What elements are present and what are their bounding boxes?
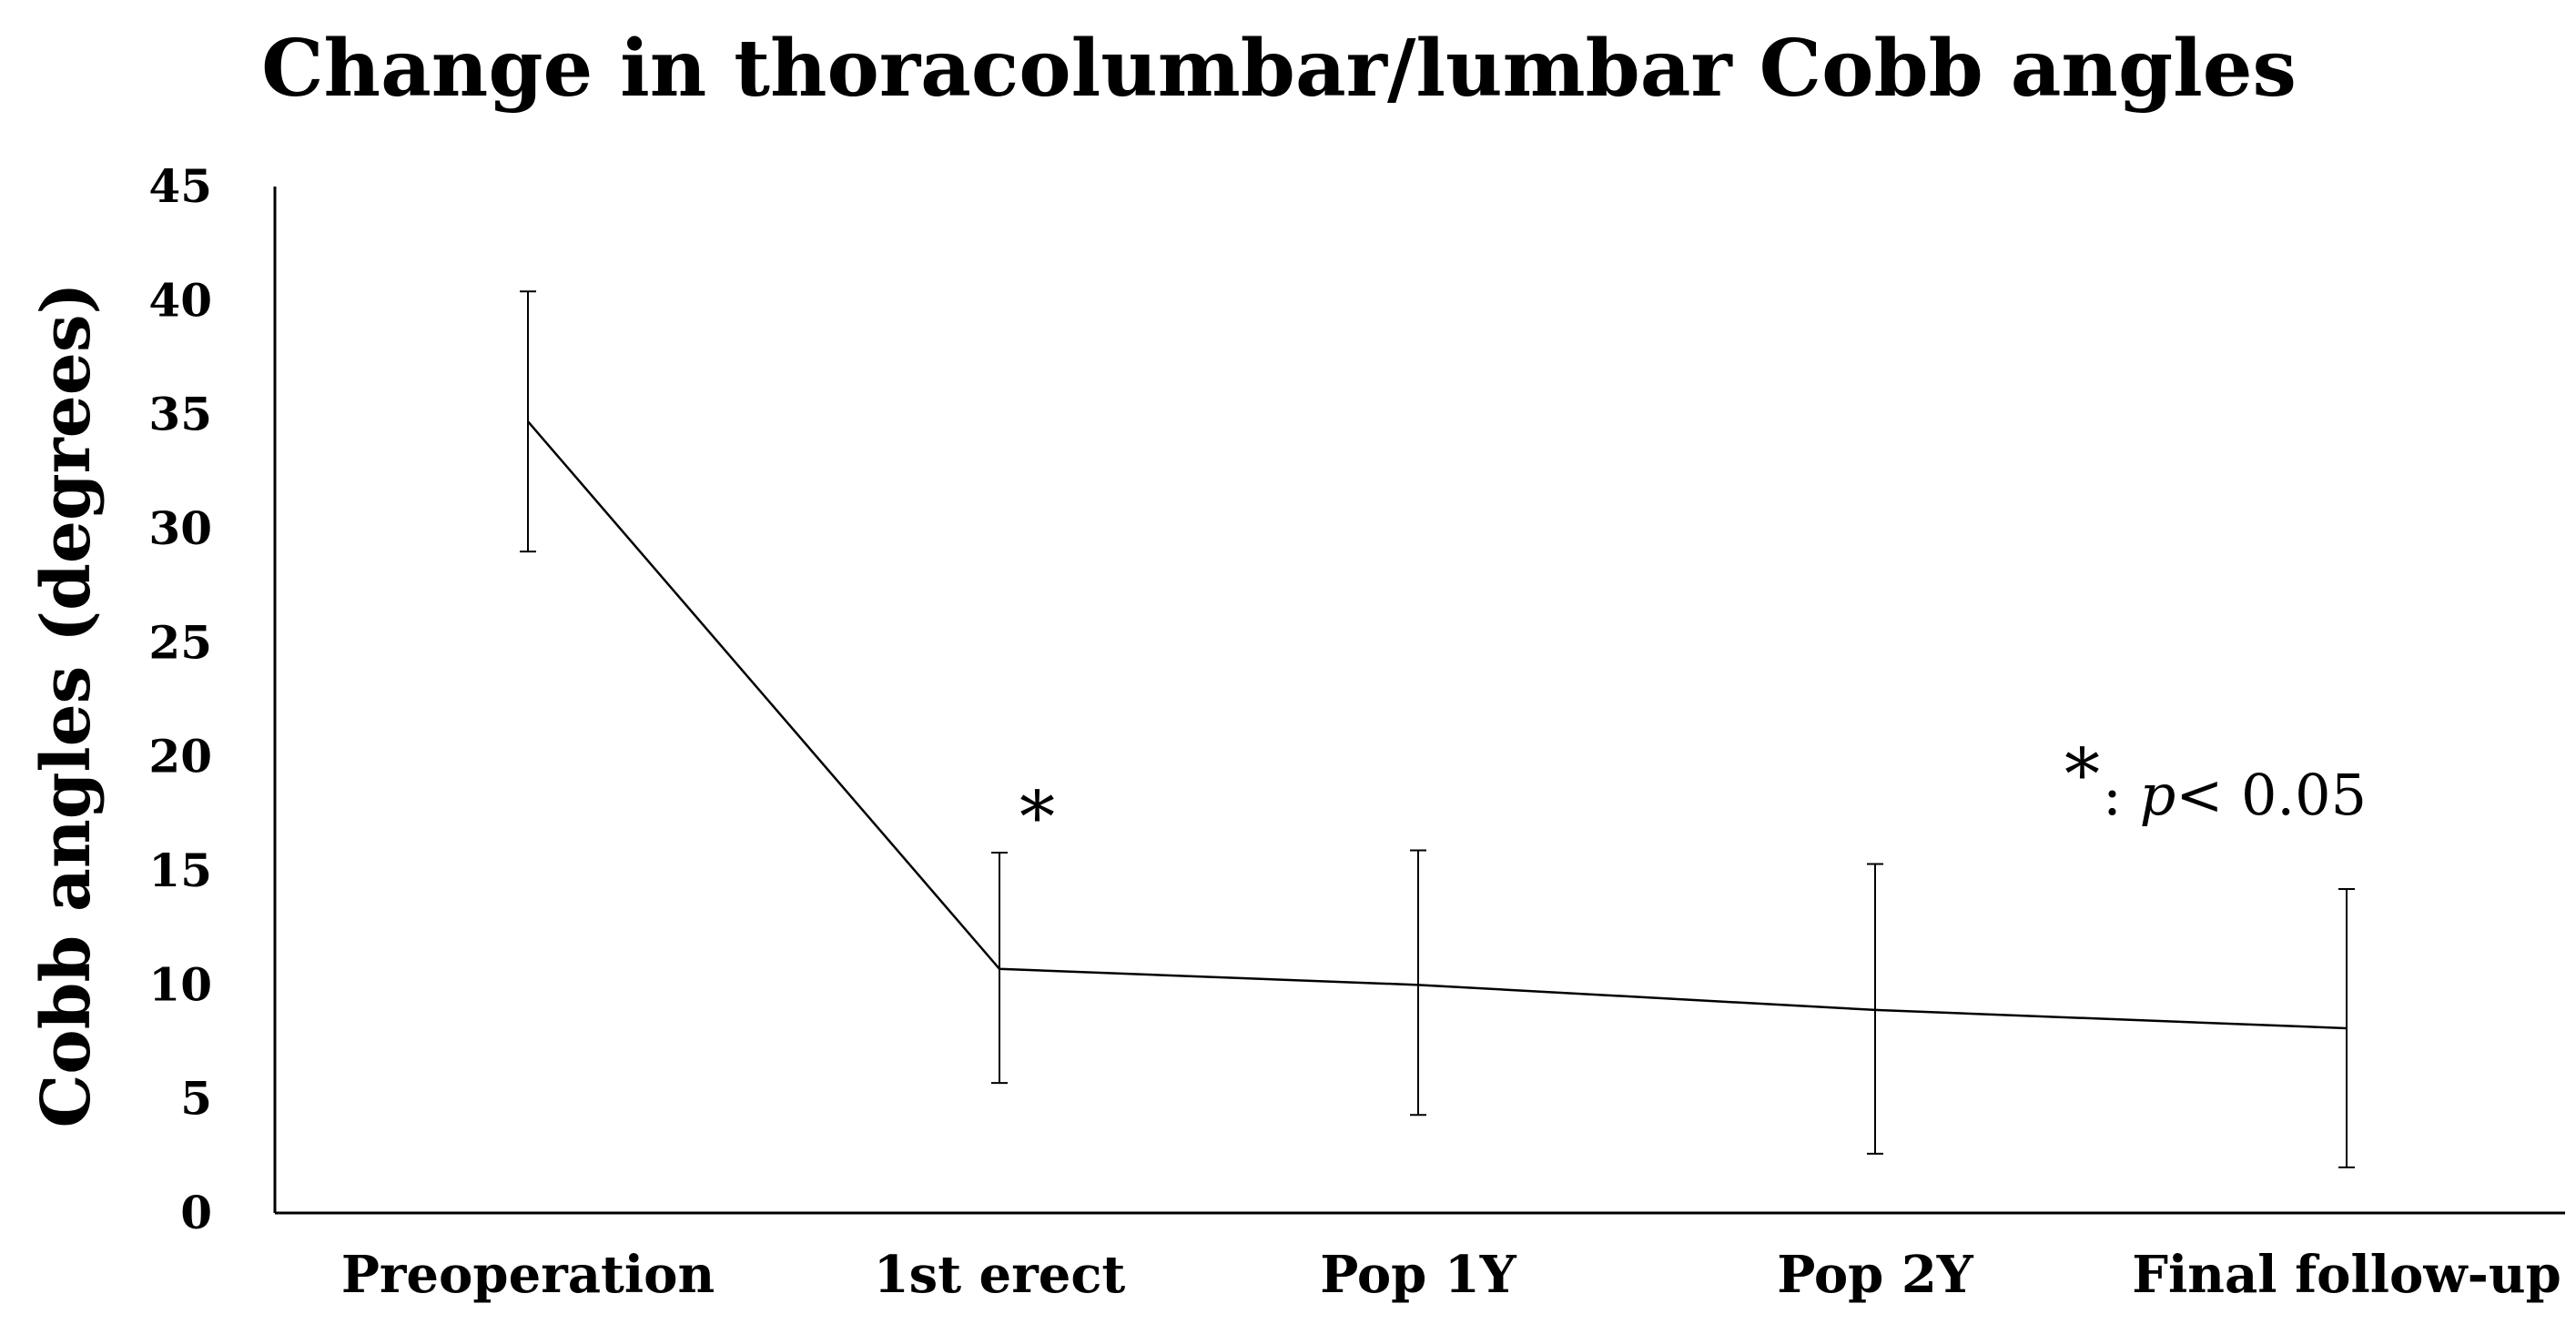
- y-tick-label: 5: [180, 1072, 212, 1126]
- significance-note-p: p: [2140, 762, 2176, 828]
- y-tick-label: 15: [148, 844, 212, 897]
- error-bar: [1410, 849, 1426, 1117]
- significance-note-text: : p< 0.05: [2103, 762, 2367, 828]
- error-bar: [520, 290, 536, 553]
- x-tick-label: Preoperation: [341, 1245, 715, 1305]
- y-axis-label: Cobb angles (degrees): [27, 282, 106, 1127]
- significance-note-suffix: < 0.05: [2175, 762, 2367, 828]
- x-tick-label: Final follow-up: [2132, 1245, 2561, 1305]
- y-tick-label: 30: [148, 501, 212, 555]
- y-tick-label: 40: [148, 273, 212, 327]
- error-bars: [520, 290, 2355, 1168]
- series-line: [527, 420, 2348, 1030]
- y-tick-label: 35: [148, 388, 212, 441]
- x-tick-label: Pop 1Y: [1320, 1245, 1517, 1305]
- y-tick-label: 45: [148, 159, 212, 213]
- y-tick-labels: 0 5 10 15 20 25 30 35 40 45: [148, 159, 212, 1239]
- significance-marks: *: [1019, 777, 1055, 859]
- significance-note-prefix: :: [2103, 762, 2140, 828]
- y-tick-label: 0: [180, 1186, 212, 1239]
- x-tick-label: Pop 2Y: [1777, 1245, 1974, 1305]
- error-bar: [1867, 863, 1883, 1155]
- y-tick-label: 25: [148, 615, 212, 669]
- significance-note: * : p< 0.05: [2064, 734, 2367, 828]
- x-tick-label: 1st erect: [874, 1245, 1126, 1305]
- y-tick-label: 20: [148, 730, 212, 783]
- significance-mark: *: [1019, 777, 1055, 859]
- significance-note-symbol: *: [2064, 734, 2100, 816]
- x-tick-labels: Preoperation 1st erect Pop 1Y Pop 2Y Final f…: [341, 1245, 2561, 1305]
- y-tick-label: 10: [148, 957, 212, 1011]
- chart-title: Change in thoracolumbar/lumbar Cobb angl…: [261, 23, 2297, 115]
